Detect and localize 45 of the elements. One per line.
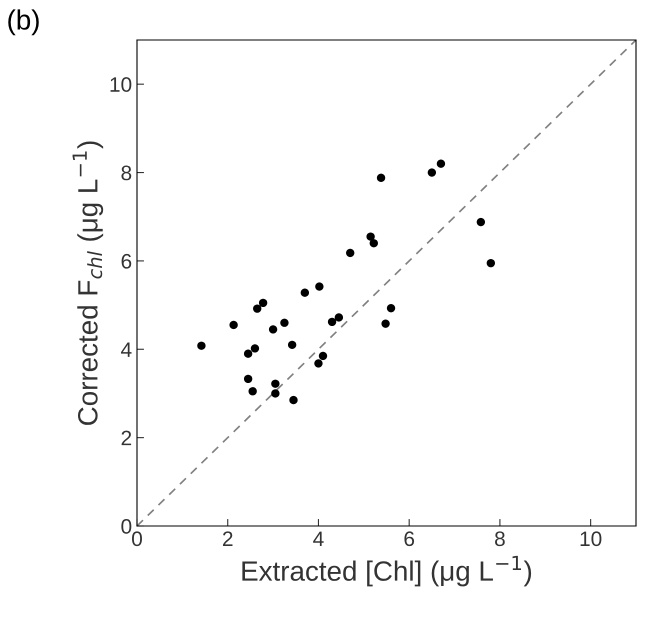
point — [314, 359, 323, 368]
point — [271, 389, 280, 398]
point — [197, 342, 206, 350]
y-tick-label: 4 — [121, 342, 132, 357]
point — [381, 319, 390, 328]
point — [436, 160, 446, 168]
y-tick-label: 6 — [122, 254, 132, 269]
y-tick-label: 0 — [121, 519, 132, 534]
point — [289, 396, 298, 404]
point — [288, 340, 296, 350]
y-tick-label: 8 — [121, 166, 132, 180]
point — [248, 387, 257, 396]
y-tick-label: 2 — [122, 430, 132, 446]
point — [318, 352, 328, 360]
x-tick-label: 4 — [313, 532, 324, 546]
point — [244, 350, 252, 358]
point — [346, 248, 354, 258]
point — [250, 344, 260, 353]
point — [229, 320, 238, 330]
chart-title: (b) — [8, 9, 39, 36]
point — [253, 304, 262, 313]
point — [334, 313, 344, 322]
x-tick-label: 0 — [132, 531, 142, 546]
point — [271, 380, 280, 388]
point — [258, 298, 268, 308]
point — [300, 288, 310, 297]
point — [476, 218, 486, 226]
point — [280, 318, 289, 327]
x-tick-label: 2 — [222, 531, 232, 546]
x-tick-label: 8 — [495, 531, 505, 546]
x-axis-title: Extracted [Chl] (μg L$^{−1}$) — [242, 556, 532, 586]
point — [386, 304, 396, 312]
point — [486, 258, 496, 268]
y-tick-label: 10 — [110, 77, 132, 92]
point — [428, 168, 436, 177]
point — [370, 239, 378, 248]
x-tick-label: 6 — [404, 531, 414, 546]
point — [376, 174, 386, 182]
point — [366, 232, 375, 241]
point — [244, 374, 252, 384]
point — [328, 318, 336, 326]
y-axis-title: Corrected F$_{chl}$ (μg L$^{−1}$) — [72, 141, 104, 425]
x-tick-label: 10 — [580, 531, 602, 546]
point — [315, 282, 324, 291]
point — [268, 325, 278, 334]
